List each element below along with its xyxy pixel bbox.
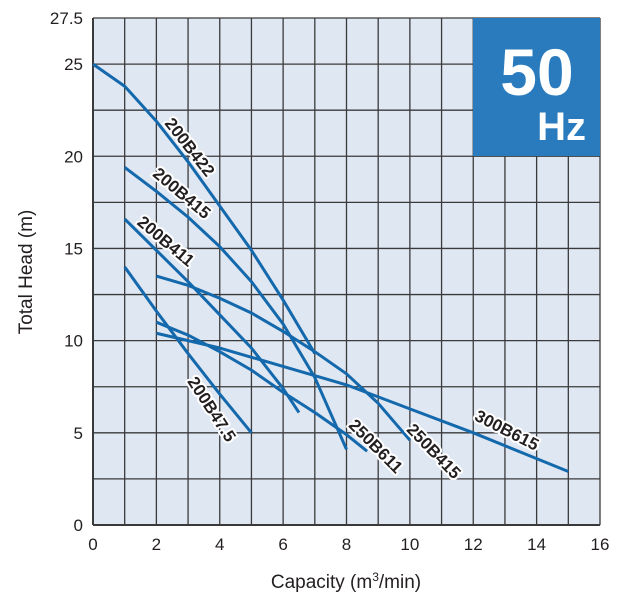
y-tick-label: 20	[64, 147, 83, 166]
x-tick-label: 16	[591, 535, 610, 554]
y-tick-label: 25	[64, 55, 83, 74]
x-tick-label: 10	[400, 535, 419, 554]
x-tick-label: 6	[278, 535, 287, 554]
curve-250B611	[155, 320, 369, 453]
y-axis-label: Total Head (m)	[16, 210, 37, 335]
y-tick-label: 5	[74, 424, 83, 443]
y-tick-label: 10	[64, 332, 83, 351]
y-tick-label: 0	[74, 516, 83, 535]
y-tick-label: 27.5	[50, 9, 83, 28]
curve-200B422	[92, 62, 317, 355]
badge-unit: Hz	[537, 105, 586, 149]
curve-200B415	[123, 166, 348, 451]
x-tick-label: 12	[464, 535, 483, 554]
x-tick-label: 0	[88, 535, 97, 554]
badge-box	[473, 18, 600, 156]
x-tick-label: 14	[527, 535, 546, 554]
frequency-badge: 50 Hz	[473, 18, 600, 156]
curves	[92, 62, 569, 473]
x-tick-label: 4	[215, 535, 224, 554]
y-tick-label: 15	[64, 239, 83, 258]
x-tick-label: 8	[342, 535, 351, 554]
curve-200B47-5	[123, 266, 253, 434]
grid	[92, 17, 601, 526]
curve-300B615	[156, 331, 569, 473]
x-axis-label: Capacity (m3/min)	[271, 570, 421, 593]
curve-200B411	[123, 217, 301, 414]
x-tick-label: 2	[152, 535, 161, 554]
badge-value: 50	[500, 35, 573, 109]
tick-labels: 0 2 4 6 8 10 12 14 16 0 5 10 15 20 25 27.5	[50, 9, 610, 554]
